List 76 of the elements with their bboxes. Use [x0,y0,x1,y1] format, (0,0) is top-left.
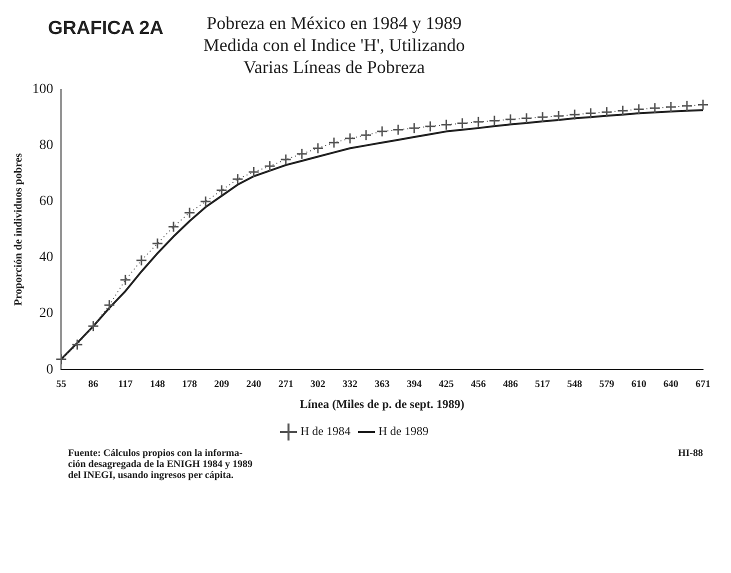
x-tick-label: 148 [150,379,165,390]
point [536,111,548,123]
point [633,104,645,116]
point [472,116,484,128]
x-tick-label: 425 [438,379,454,390]
x-tick-label: 240 [246,379,262,390]
y-tick-label: 100 [32,82,54,98]
x-tick-label: 579 [599,379,614,390]
x-tick-label: 55 [56,379,66,390]
point [136,254,148,266]
point [120,274,132,286]
x-axis-title: Línea (Miles de p. de sept. 1989) [300,396,464,411]
text: HI-88 [678,448,703,461]
x-tick-label: 302 [310,379,326,390]
y-axis-title: Proporción de individuos pobres [12,152,24,306]
point [312,142,324,154]
point [649,102,661,114]
x-tick-label: 86 [88,379,98,390]
point [488,115,500,127]
point [248,166,260,178]
x-tick-label: 486 [502,379,518,390]
chart-title: GRAFICA 2A [48,17,164,40]
point [152,238,164,250]
point [665,101,677,113]
y-tick-label: 60 [39,194,54,210]
point [344,132,356,144]
x-tick-label: 117 [118,379,133,390]
point [184,206,196,218]
y-tick-label: 80 [39,138,54,154]
point [264,160,276,172]
x-tick-label: 363 [374,379,390,390]
point [392,124,404,136]
point [280,154,292,166]
x-tick-label: 394 [406,379,422,390]
point [600,106,612,118]
point [360,129,372,141]
point [617,104,629,116]
point [504,114,516,126]
x-tick-label: 640 [663,379,678,390]
point [168,220,180,232]
point [440,118,452,130]
x-tick-label: 548 [567,379,582,390]
legend-label: H de 1989 [378,424,428,438]
y-tick-label: 0 [46,362,54,378]
point [296,148,308,160]
point [104,299,116,311]
point [681,100,693,112]
point [424,120,436,132]
point [697,99,709,111]
x-tick-label: 332 [342,379,358,390]
point [216,184,228,196]
x-tick-label: 517 [535,379,550,390]
point [200,196,212,208]
x-tick-label: 271 [278,379,294,390]
legend-label: H de 1984 [300,424,351,438]
point [376,126,388,138]
y-tick-label: 40 [39,250,54,266]
point [584,107,596,119]
x-tick-label: 209 [214,379,230,390]
point [88,320,100,332]
point [408,122,420,134]
x-tick-label: 456 [470,379,486,390]
point [568,108,580,120]
x-tick-label: 178 [182,379,198,390]
point [328,136,340,148]
point [71,338,83,350]
point [55,353,67,365]
point [552,110,564,122]
point [232,173,244,185]
chart-subtitle: Pobreza en México en 1984 y 1989 Medida con el Indice 'H', Utilizando Varias Líneas de Pobreza [203,12,465,78]
y-tick-label: 20 [39,306,54,322]
x-tick-label: 610 [631,379,646,390]
x-tick-label: 671 [696,379,710,390]
point [456,118,468,130]
point [520,112,532,124]
source-note: Fuente: Cálculos propios con la informa- ción desagregada de la ENIGH 1984 y 1989 del INEGI, usando ingresos per cápita. [68,448,253,481]
